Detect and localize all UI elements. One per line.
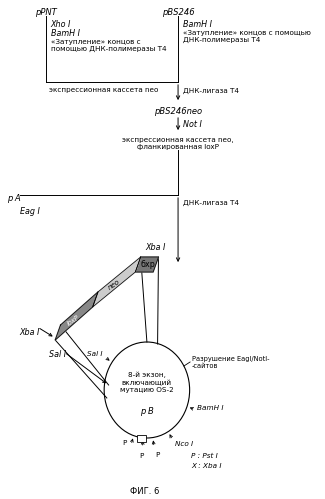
Text: бхр: бхр xyxy=(141,260,156,269)
Text: p B: p B xyxy=(140,408,154,417)
Text: pBS246neo: pBS246neo xyxy=(154,107,202,116)
Text: «Затупление» концов с помощью
ДНК-полимеразы Т4: «Затупление» концов с помощью ДНК-полиме… xyxy=(183,30,311,43)
Text: Nco I: Nco I xyxy=(175,441,193,447)
Text: pBS246: pBS246 xyxy=(162,8,194,17)
Text: pPNT: pPNT xyxy=(35,8,57,17)
Text: Xho I: Xho I xyxy=(51,20,71,29)
Polygon shape xyxy=(55,292,98,340)
Text: ФИГ. 6: ФИГ. 6 xyxy=(130,487,159,496)
Text: Xba I: Xba I xyxy=(20,328,40,337)
Text: ДНК-лигаза Т4: ДНК-лигаза Т4 xyxy=(183,88,240,94)
Text: Not I: Not I xyxy=(183,120,202,129)
Polygon shape xyxy=(135,257,159,272)
Text: Eag I: Eag I xyxy=(20,207,39,216)
Text: BamH I: BamH I xyxy=(197,405,224,411)
Text: neo: neo xyxy=(107,279,121,291)
Text: P: P xyxy=(122,440,126,446)
Bar xyxy=(136,435,146,442)
Text: P : Pst I: P : Pst I xyxy=(191,453,218,459)
Text: P: P xyxy=(139,453,143,459)
Polygon shape xyxy=(93,257,141,307)
Text: «Затупление» концов с
помощью ДНК-полимеразы Т4: «Затупление» концов с помощью ДНК-полиме… xyxy=(51,39,166,52)
Text: loxP: loxP xyxy=(66,314,80,326)
Text: p A: p A xyxy=(7,194,21,203)
Text: ДНК-лигаза Т4: ДНК-лигаза Т4 xyxy=(183,200,240,206)
Text: BamH I: BamH I xyxy=(51,29,80,38)
Text: экспрессионная кассета neo: экспрессионная кассета neo xyxy=(49,87,158,93)
Text: X : Xba I: X : Xba I xyxy=(191,463,222,469)
Text: BamH I: BamH I xyxy=(183,20,213,29)
Text: Sal I: Sal I xyxy=(87,351,103,357)
Text: 8-й экзон,
включающий
мутацию OS-2: 8-й экзон, включающий мутацию OS-2 xyxy=(120,371,174,393)
Text: Разрушение EagI/NotI-
-сайтов: Разрушение EagI/NotI- -сайтов xyxy=(192,355,269,368)
Text: Sal I: Sal I xyxy=(49,350,66,359)
Text: P: P xyxy=(155,453,159,459)
Text: Xba I: Xba I xyxy=(145,243,165,252)
Text: экспрессионная кассета neo,
фланкированная loxP: экспрессионная кассета neo, фланкированн… xyxy=(122,137,234,150)
